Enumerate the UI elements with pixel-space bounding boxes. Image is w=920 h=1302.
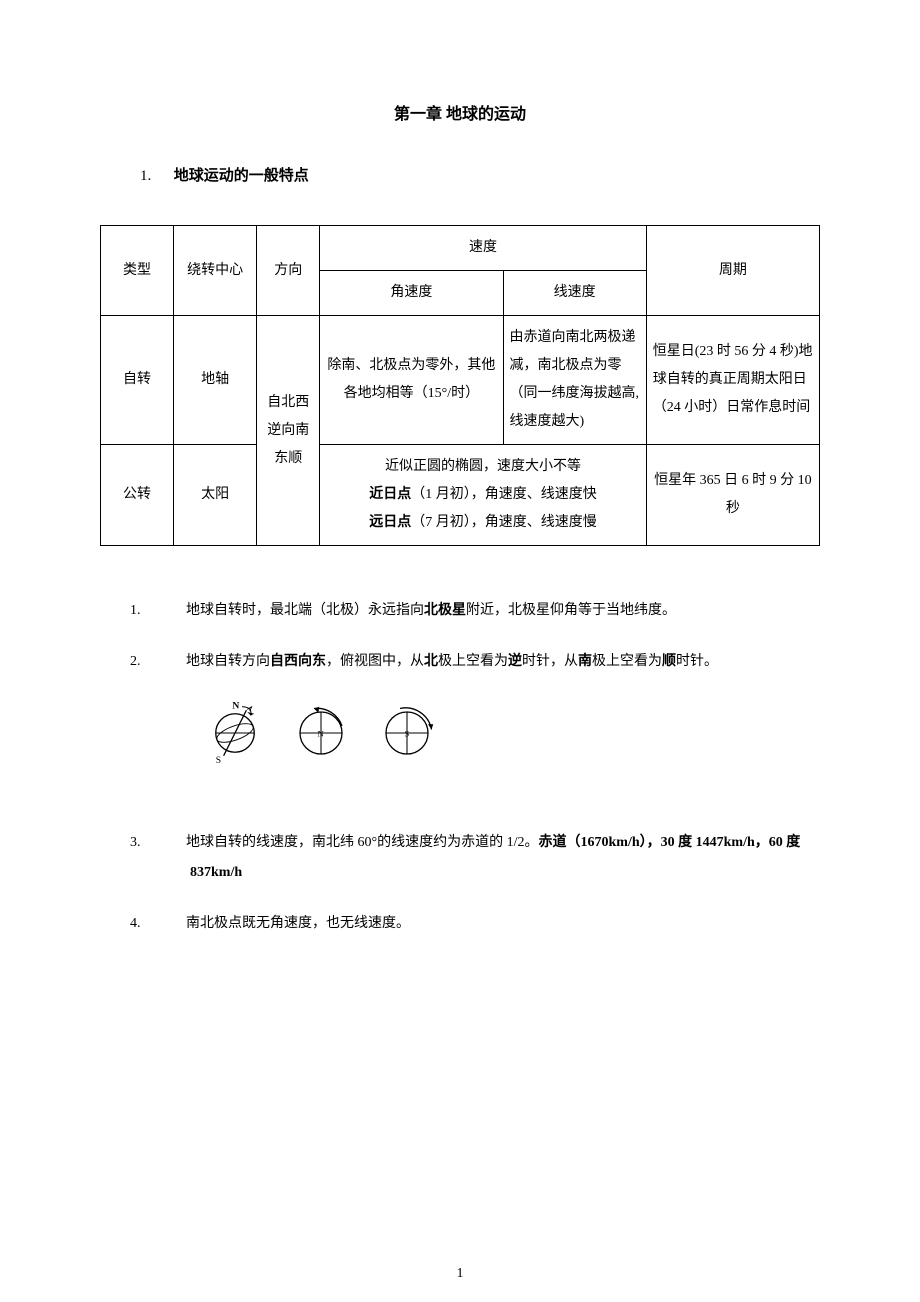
aphelion-label: 远日点 bbox=[369, 515, 411, 530]
note-bold: 北极星 bbox=[424, 603, 466, 618]
note-text: 地球自转时，最北端（北极）永远指向 bbox=[186, 603, 424, 618]
table-header-row-1: 类型 绕转中心 方向 速度 周期 bbox=[101, 226, 820, 271]
note-text: 附近，北极星仰角等于当地纬度。 bbox=[466, 603, 676, 618]
globe-south-view-icon: S bbox=[372, 698, 442, 768]
note-text: 极上空看为 bbox=[438, 654, 508, 669]
orbit-line-2: 近日点（1 月初），角速度、线速度快 bbox=[326, 481, 639, 509]
cell-revolution-orbit: 近似正圆的椭圆，速度大小不等 近日点（1 月初），角速度、线速度快 远日点（7 … bbox=[320, 445, 646, 546]
col-direction: 方向 bbox=[257, 226, 320, 316]
cell-revolution-center: 太阳 bbox=[174, 445, 257, 546]
table-row-revolution: 公转 太阳 近似正圆的椭圆，速度大小不等 近日点（1 月初），角速度、线速度快 … bbox=[101, 445, 820, 546]
note-text: 地球自转方向 bbox=[186, 654, 270, 669]
cell-rotation-linear: 由赤道向南北两极递减，南北极点为零（同一纬度海拔越高,线速度越大) bbox=[503, 316, 646, 445]
note-4: 4.南北极点既无角速度，也无线速度。 bbox=[160, 909, 820, 940]
perihelion-text: （1 月初），角速度、线速度快 bbox=[411, 487, 597, 502]
note-bold: 自西向东 bbox=[270, 654, 326, 669]
document-page: 第一章 地球的运动 1. 地球运动的一般特点 类型 绕转中心 方向 速度 周期 … bbox=[0, 0, 920, 1302]
label-s: S bbox=[404, 728, 409, 738]
note-1: 1.地球自转时，最北端（北极）永远指向北极星附近，北极星仰角等于当地纬度。 bbox=[160, 596, 820, 627]
note-text: 时针，从 bbox=[522, 654, 578, 669]
note-num: 1. bbox=[160, 596, 186, 627]
note-num: 2. bbox=[160, 647, 186, 678]
note-text: ，俯视图中，从 bbox=[326, 654, 424, 669]
note-text: 地球自转的线速度，南北纬 60°的线速度约为赤道的 1/2。 bbox=[186, 835, 539, 850]
label-n: N bbox=[232, 700, 239, 711]
cell-revolution-period: 恒星年 365 日 6 时 9 分 10 秒 bbox=[646, 445, 819, 546]
col-type: 类型 bbox=[101, 226, 174, 316]
note-bold: 逆 bbox=[508, 654, 522, 669]
note-2: 2.地球自转方向自西向东，俯视图中，从北极上空看为逆时针，从南极上空看为顺时针。 bbox=[160, 647, 820, 678]
note-num: 3. bbox=[160, 828, 186, 859]
cell-rotation-center: 地轴 bbox=[174, 316, 257, 445]
notes-list-2: 3.地球自转的线速度，南北纬 60°的线速度约为赤道的 1/2。赤道（1670k… bbox=[100, 828, 820, 940]
note-3: 3.地球自转的线速度，南北纬 60°的线速度约为赤道的 1/2。赤道（1670k… bbox=[160, 828, 820, 890]
note-bold: 北 bbox=[424, 654, 438, 669]
cell-revolution-type: 公转 bbox=[101, 445, 174, 546]
page-title: 第一章 地球的运动 bbox=[100, 100, 820, 124]
cell-direction: 自北西逆向南东顺 bbox=[257, 316, 320, 546]
aphelion-text: （7 月初），角速度、线速度慢 bbox=[411, 515, 597, 530]
motion-table: 类型 绕转中心 方向 速度 周期 角速度 线速度 自转 地轴 自北西逆向南东顺 … bbox=[100, 225, 820, 546]
note-bold: 南 bbox=[578, 654, 592, 669]
orbit-line-3: 远日点（7 月初），角速度、线速度慢 bbox=[326, 509, 639, 537]
col-center: 绕转中心 bbox=[174, 226, 257, 316]
label-s: S bbox=[216, 754, 221, 765]
col-angular: 角速度 bbox=[320, 271, 503, 316]
perihelion-label: 近日点 bbox=[369, 487, 411, 502]
globe-north-view-icon: N bbox=[286, 698, 356, 768]
note-text: 时针。 bbox=[676, 654, 718, 669]
page-number: 1 bbox=[0, 1266, 920, 1282]
note-num: 4. bbox=[160, 909, 186, 940]
section-text: 地球运动的一般特点 bbox=[174, 168, 309, 184]
note-bold: 顺 bbox=[662, 654, 676, 669]
orbit-line-1: 近似正圆的椭圆，速度大小不等 bbox=[326, 453, 639, 481]
cell-rotation-period: 恒星日(23 时 56 分 4 秒)地球自转的真正周期太阳日（24 小时）日常作… bbox=[646, 316, 819, 445]
col-period: 周期 bbox=[646, 226, 819, 316]
globe-diagrams: N S N S bbox=[200, 698, 820, 768]
note-text: 南北极点既无角速度，也无线速度。 bbox=[186, 916, 410, 931]
col-speed: 速度 bbox=[320, 226, 646, 271]
note-text: 极上空看为 bbox=[592, 654, 662, 669]
notes-list: 1.地球自转时，最北端（北极）永远指向北极星附近，北极星仰角等于当地纬度。 2.… bbox=[100, 596, 820, 678]
table-row-rotation: 自转 地轴 自北西逆向南东顺 除南、北极点为零外，其他各地均相等（15°/时） … bbox=[101, 316, 820, 445]
cell-rotation-angular: 除南、北极点为零外，其他各地均相等（15°/时） bbox=[320, 316, 503, 445]
col-linear: 线速度 bbox=[503, 271, 646, 316]
section-heading: 1. 地球运动的一般特点 bbox=[140, 164, 820, 185]
section-number: 1. bbox=[140, 168, 170, 185]
label-n: N bbox=[318, 728, 325, 738]
cell-rotation-type: 自转 bbox=[101, 316, 174, 445]
globe-tilted-icon: N S bbox=[200, 698, 270, 768]
